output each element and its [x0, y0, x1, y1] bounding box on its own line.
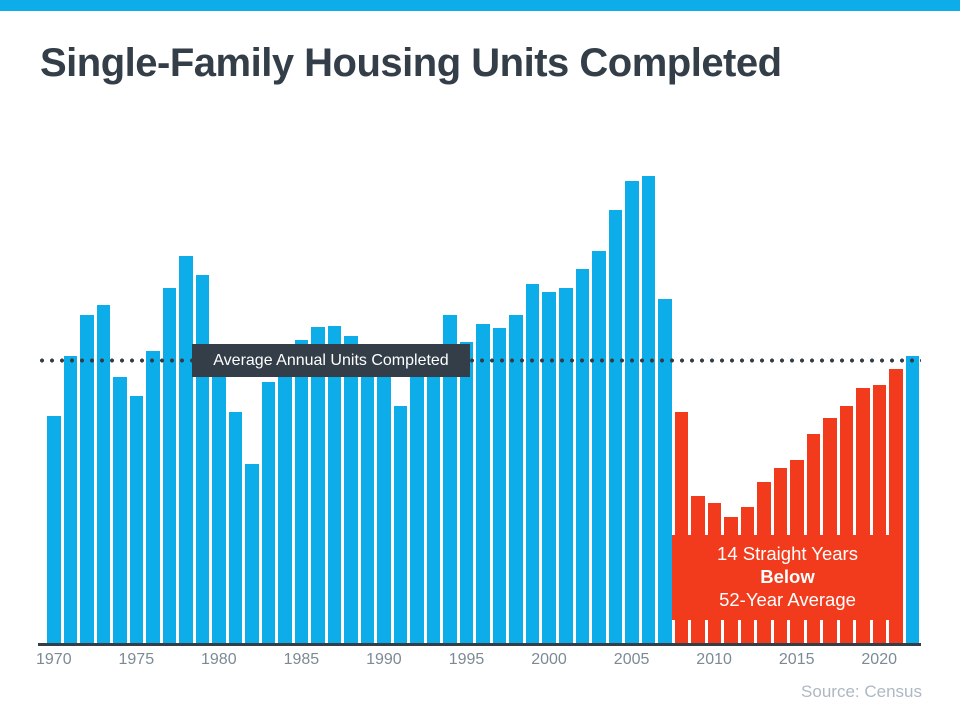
x-axis-line	[38, 643, 921, 646]
bar-2000	[542, 292, 556, 643]
bar-1976	[146, 350, 160, 643]
x-tick-1985: 1985	[283, 651, 320, 668]
bar-1993	[426, 349, 441, 643]
average-line-label: Average Annual Units Completed	[192, 344, 470, 377]
bar-1988	[344, 336, 358, 643]
bar-1974	[113, 377, 127, 643]
bar-1981	[228, 411, 243, 643]
bar-2003	[592, 251, 606, 643]
x-tick-1970: 1970	[36, 651, 72, 668]
bar-1987	[327, 325, 342, 643]
bar-1996	[476, 323, 490, 643]
bar-2022	[905, 356, 920, 643]
bar-1997	[492, 327, 507, 643]
x-tick-2020: 2020	[861, 651, 897, 668]
bar-1991	[393, 406, 408, 643]
bar-1979	[195, 275, 210, 643]
bar-2001	[558, 288, 573, 643]
bar-1978	[179, 256, 193, 643]
x-tick-2010: 2010	[696, 651, 732, 668]
bar-1989	[360, 353, 375, 643]
x-tick-2000: 2000	[531, 651, 567, 668]
annotation-line-1: 14 Straight Years	[717, 543, 858, 564]
source-credit: Source: Census	[801, 682, 922, 701]
x-tick-2005: 2005	[613, 651, 650, 668]
average-dotted-line	[37, 358, 921, 363]
x-axis-labels: 1970 1975 1980 1985 1990 1995 2000 2005 2010 2015…	[0, 651, 960, 671]
x-tick-1980: 1980	[201, 651, 237, 668]
bar-1983	[261, 381, 276, 643]
bar-1972	[80, 315, 94, 643]
bar-1984	[278, 353, 292, 643]
average-line-label-text: Average Annual Units Completed	[213, 351, 449, 369]
bar-1973	[96, 304, 111, 643]
bar-1971	[63, 356, 78, 643]
bar-2004	[608, 210, 623, 643]
x-tick-1990: 1990	[366, 651, 402, 668]
bar-1999	[525, 284, 540, 643]
bar-1985	[294, 340, 309, 643]
top-accent-bar	[0, 0, 960, 11]
bar-1995	[459, 341, 474, 643]
bar-1980	[212, 372, 226, 643]
page-title: Single-Family Housing Units Completed	[40, 41, 782, 85]
bar-1970	[47, 416, 61, 643]
bar-1977	[162, 287, 177, 643]
bar-2007	[658, 298, 672, 643]
annotation-line-3: 52-Year Average	[719, 589, 856, 610]
bar-2002	[575, 268, 590, 643]
bar-1982	[245, 464, 259, 643]
bar-1990	[377, 370, 391, 643]
bar-1992	[410, 370, 424, 643]
bar-2005	[625, 180, 639, 643]
bar-1994	[443, 315, 457, 643]
bar-1986	[311, 326, 325, 643]
x-tick-1975: 1975	[118, 651, 155, 668]
x-tick-1995: 1995	[448, 651, 485, 668]
x-tick-2015: 2015	[778, 651, 815, 668]
below-average-annotation: 14 Straight Years Below 52-Year Average	[672, 535, 903, 620]
annotation-line-2: Below	[760, 566, 815, 587]
bar-1975	[129, 395, 144, 643]
bar-2006	[641, 175, 656, 643]
bar-1998	[509, 315, 523, 643]
